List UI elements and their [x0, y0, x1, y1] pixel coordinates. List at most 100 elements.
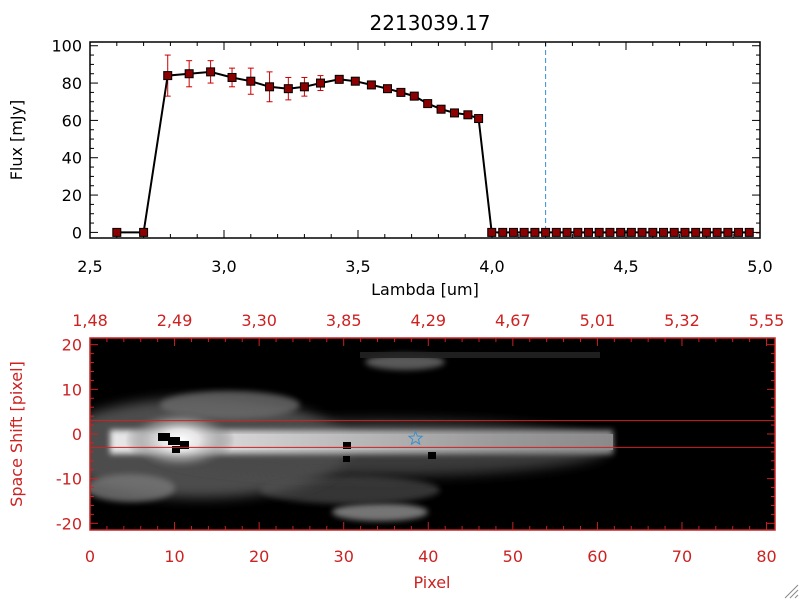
data-point-marker	[583, 227, 593, 237]
y-tick-label-top: 20	[62, 186, 82, 205]
data-point-marker	[227, 72, 237, 82]
data-point-marker	[449, 108, 459, 118]
top-axis-tick-label: 5,55	[749, 311, 785, 330]
y-tick-label-top: 80	[62, 74, 82, 93]
y-axis-label-bottom: Space Shift [pixel]	[7, 361, 26, 507]
data-point-marker	[637, 227, 647, 237]
top-axis-tick-label: 3,30	[241, 311, 277, 330]
y-tick-label-bottom: 10	[62, 380, 82, 399]
y-tick-label-top: 0	[72, 223, 82, 242]
x-tick-label-top: 4,0	[479, 257, 504, 276]
bad-pixel	[343, 456, 350, 462]
data-point-marker	[112, 227, 122, 237]
data-point-marker	[541, 227, 551, 237]
spectrum-image-plot: 0 10 20 30 40 50 60 70 80 1,48 2,49 3,30 3,85 4,29 4,…	[56, 311, 785, 566]
bad-pixel	[343, 442, 351, 449]
data-point-marker	[436, 104, 446, 114]
data-point-marker	[551, 227, 561, 237]
data-point-marker	[691, 227, 701, 237]
y-tick-label-bottom: 0	[72, 425, 82, 444]
data-point-marker	[206, 67, 216, 77]
x-axis-label-bottom: Pixel	[413, 573, 450, 592]
data-point-marker	[734, 227, 744, 237]
spectral-trace-core	[150, 434, 613, 450]
data-point-marker	[508, 227, 518, 237]
data-point-marker	[163, 71, 173, 81]
bad-pixel	[172, 446, 180, 453]
data-point-marker	[350, 76, 360, 86]
upper-faint-strip	[360, 352, 600, 358]
data-point-marker	[139, 227, 149, 237]
star-marker	[407, 430, 424, 446]
data-point-marker	[498, 227, 508, 237]
data-point-marker	[283, 84, 293, 94]
data-point-marker	[594, 227, 604, 237]
top-axis-tick-label: 5,32	[664, 311, 700, 330]
x-tick-label-bottom: 0	[85, 547, 95, 566]
x-tick-label-bottom: 10	[164, 547, 184, 566]
data-point-marker	[265, 82, 275, 92]
top-axis-tick-label: 3,85	[326, 311, 362, 330]
x-tick-label-bottom: 80	[756, 547, 776, 566]
data-point-marker	[366, 80, 376, 90]
data-point-marker	[246, 76, 256, 86]
data-point-marker	[382, 84, 392, 94]
data-point-marker	[474, 114, 484, 124]
x-tick-label-bottom: 20	[249, 547, 269, 566]
y-axis-label-top: Flux [mJy]	[7, 100, 26, 181]
data-point-marker	[626, 227, 636, 237]
x-tick-label-bottom: 70	[672, 547, 692, 566]
y-tick-label-bottom: -10	[56, 470, 82, 489]
x-tick-label-bottom: 50	[503, 547, 523, 566]
spectrum-series-line	[116, 70, 750, 234]
left-wing-emission	[90, 474, 175, 502]
data-point-marker	[605, 227, 615, 237]
top-axis-tick-label: 5,01	[580, 311, 616, 330]
data-point-marker	[744, 227, 754, 237]
data-point-marker	[463, 110, 473, 120]
data-point-marker	[680, 227, 690, 237]
y-tick-label-top: 40	[62, 149, 82, 168]
y-tick-label-top: 100	[51, 37, 82, 56]
data-point-marker	[184, 69, 194, 79]
top-axis-tick-label: 2,49	[157, 311, 193, 330]
bad-pixel	[168, 437, 180, 445]
x-tick-label-bottom: 30	[334, 547, 354, 566]
bad-pixel	[180, 441, 189, 449]
resize-grip-icon[interactable]	[784, 584, 799, 599]
y-tick-label-bottom: -20	[56, 514, 82, 533]
data-point-marker	[712, 227, 722, 237]
top-axis-tick-label: 4,67	[495, 311, 531, 330]
y-tick-label-top: 60	[62, 111, 82, 130]
x-tick-label-top: 2,5	[77, 257, 102, 276]
top-axis-tick-label: 1,48	[72, 311, 108, 330]
data-point-marker	[616, 227, 626, 237]
data-point-marker	[315, 78, 325, 88]
bad-pixel	[158, 433, 170, 441]
data-point-marker	[659, 227, 669, 237]
x-axis-label-top: Lambda [um]	[371, 280, 479, 299]
data-point-marker	[423, 99, 433, 109]
x-tick-label-bottom: 40	[418, 547, 438, 566]
spectrum-plot-frame	[89, 41, 761, 239]
y-tick-label-bottom: 20	[62, 336, 82, 355]
x-tick-label-top: 3,0	[211, 257, 236, 276]
data-point-marker	[487, 227, 497, 237]
data-point-marker	[299, 82, 309, 92]
spectrum-plot: 2,5 3,0 3,5 4,0 4,5 5,0 0 20 40 60 80 100	[51, 37, 772, 276]
bad-pixel	[428, 452, 436, 459]
x-tick-label-top: 4,5	[613, 257, 638, 276]
data-point-marker	[562, 227, 572, 237]
data-point-marker	[648, 227, 658, 237]
top-axis-tick-label: 4,29	[410, 311, 446, 330]
data-point-marker	[669, 227, 679, 237]
data-point-marker	[530, 227, 540, 237]
data-point-marker	[573, 227, 583, 237]
x-tick-label-top: 3,5	[345, 257, 370, 276]
chart-title: 2213039.17	[370, 11, 491, 35]
lower-faint-source	[332, 503, 428, 521]
data-point-marker	[723, 227, 733, 237]
x-tick-label-top: 5,0	[747, 257, 772, 276]
data-point-marker	[701, 227, 711, 237]
